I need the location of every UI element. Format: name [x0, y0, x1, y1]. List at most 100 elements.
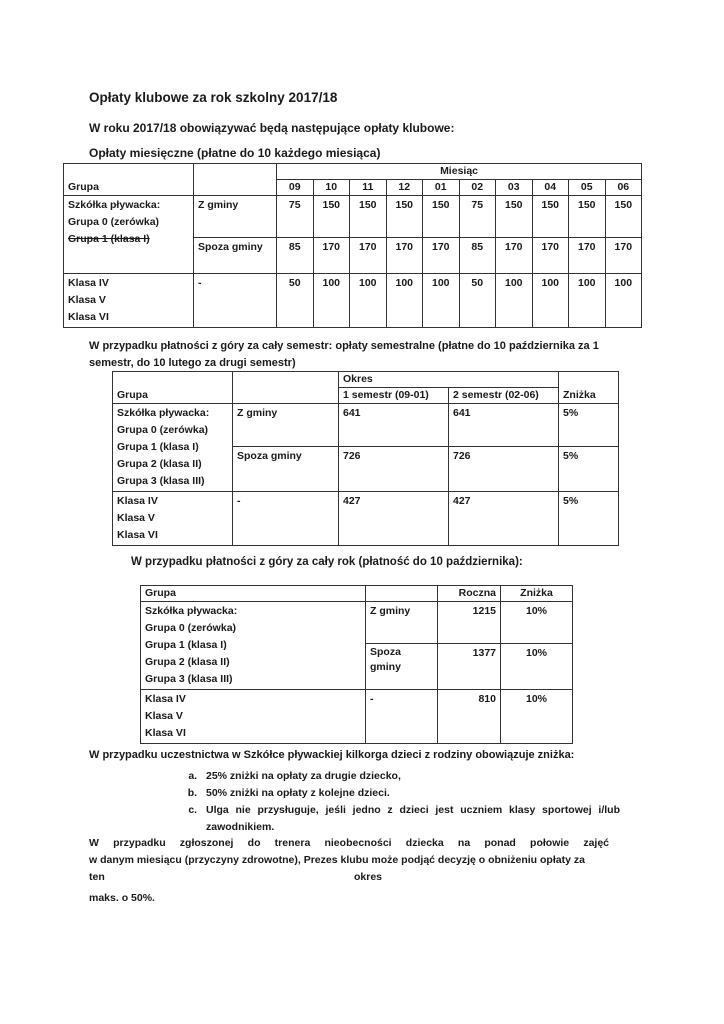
group-header: Grupa [63, 179, 194, 196]
empty-cell [365, 585, 438, 602]
value-cell: 427 [448, 491, 559, 546]
group-line: Grupa 0 (zerówka) [68, 216, 160, 228]
yearly-heading: W przypadku płatności z góry za cały rok… [131, 556, 523, 568]
value-cell: 170 [568, 237, 606, 274]
value-cell: 1215 [437, 601, 501, 644]
group-line: Klasa V [68, 294, 106, 306]
month-cell: 10 [312, 179, 350, 196]
period-header: Okres [338, 371, 559, 388]
annual-header: Roczna [437, 585, 501, 602]
group-line: Grupa 2 (klasa II) [145, 656, 230, 668]
value-cell: 150 [422, 195, 460, 238]
absence-line: w danym miesiącu (przyczyny zdrowotne), … [89, 854, 585, 866]
type-cell: - [232, 491, 339, 546]
value-cell: 100 [312, 273, 350, 328]
value-cell: 427 [338, 491, 449, 546]
group-line: Klasa VI [145, 727, 186, 739]
group-line: Klasa VI [68, 311, 109, 323]
absence-line: maks. o 50%. [89, 892, 155, 904]
page-title: Opłaty klubowe za rok szkolny 2017/18 [89, 90, 338, 105]
group-line: Grupa 1 (klasa I) [117, 441, 199, 453]
value-cell: 85 [458, 237, 496, 274]
discount-cell: 5% [558, 403, 619, 447]
discount-cell: 10% [500, 601, 573, 644]
group-line: Grupa 0 (zerówka) [145, 622, 237, 634]
absence-line: okres [354, 871, 383, 883]
absence-line: ten [89, 871, 105, 883]
semester-2-header: 2 semestr (02-06) [448, 387, 559, 404]
type-cell: - [365, 689, 438, 744]
empty-cell [193, 163, 277, 180]
discount-header: Zniżka [558, 371, 619, 404]
month-cell: 11 [349, 179, 387, 196]
discount-cell: 5% [558, 445, 619, 493]
group-line: Grupa 3 (klasa III) [145, 673, 233, 685]
semester-heading-line: W przypadku płatności z góry za cały sem… [89, 340, 599, 352]
group-cell: Klasa IV Klasa V Klasa VI [112, 491, 233, 546]
discount-cell: 5% [558, 491, 619, 546]
value-cell: 150 [385, 195, 423, 238]
table-row: Klasa IV Klasa V Klasa VI -50 100 100 100 100 50… [63, 273, 643, 328]
value-cell: 170 [495, 237, 533, 274]
value-cell: 150 [531, 195, 569, 238]
value-cell: 100 [385, 273, 423, 328]
value-cell: 170 [349, 237, 387, 274]
siblings-discount-list: 25% zniżki na opłaty za drugie dziecko, … [178, 768, 620, 836]
type-cell: Z gminy [365, 601, 438, 644]
group-line: Szkółka pływacka: [68, 199, 161, 211]
value-cell: 641 [448, 403, 559, 447]
group-cell: Klasa IV Klasa V Klasa VI [140, 689, 366, 744]
value-cell: 100 [604, 273, 643, 328]
value-cell: 100 [495, 273, 533, 328]
table-row: Spoza gminy 85 170 170 170 170 85 170 170 170 170 [64, 237, 643, 274]
value-cell: 1377 [437, 642, 501, 691]
group-header: Grupa [112, 371, 233, 404]
value-cell: 170 [531, 237, 569, 274]
siblings-heading: W przypadku uczestnictwa w Szkółce pływa… [89, 749, 575, 761]
type-cell: Z gminy [193, 195, 277, 238]
empty-cell [232, 371, 339, 404]
type-cell: Z gminy [232, 403, 339, 447]
value-cell: 100 [568, 273, 606, 328]
group-line: Grupa 2 (klasa II) [117, 458, 202, 470]
group-cell: Szkółka pływacka: Grupa 0 (zerówka) Grupa … [63, 195, 194, 274]
yearly-fees-table: Grupa Roczna Zniżka Szkółka pływacka: Grupa… [140, 585, 573, 744]
intro-text: W roku 2017/18 obowiązywać będą następuj… [89, 121, 455, 135]
discount-cell: 10% [500, 642, 573, 691]
month-cell: 06 [604, 179, 643, 196]
value-cell: 726 [448, 445, 559, 493]
list-item: Ulga nie przysługuje, jeśli jedno z dzie… [200, 802, 620, 836]
group-line: Klasa IV [145, 693, 186, 705]
empty-cell [193, 179, 277, 196]
value-cell: 100 [349, 273, 387, 328]
value-cell: 100 [422, 273, 460, 328]
value-cell: 170 [385, 237, 423, 274]
type-cell: - [193, 273, 277, 328]
group-cell: Szkółka pływacka: Grupa 0 (zerówka) Grupa … [140, 601, 366, 690]
value-cell: 170 [422, 237, 460, 274]
value-cell: 150 [568, 195, 606, 238]
monthly-heading: Opłaty miesięczne (płatne do 10 każdego … [89, 146, 381, 160]
absence-paragraph: W przypadku zgłoszonej do trenera nieobe… [89, 835, 641, 907]
month-cell: 01 [422, 179, 460, 196]
semester-1-header: 1 semestr (09-01) [338, 387, 449, 404]
group-line: Klasa V [145, 710, 183, 722]
value-cell: 50 [276, 273, 314, 328]
type-cell: Spoza gminy [232, 445, 339, 493]
month-cell: 02 [458, 179, 496, 196]
group-cell: Szkółka pływacka: Grupa 0 (zerówka) Grupa … [112, 403, 233, 492]
value-cell: 50 [458, 273, 496, 328]
month-cell: 12 [385, 179, 423, 196]
group-line: Grupa 1 (klasa I) [68, 233, 150, 245]
value-cell: 150 [604, 195, 643, 238]
list-item: 25% zniżki na opłaty za drugie dziecko, [200, 768, 620, 785]
semester-heading: W przypadku płatności z góry za cały sem… [89, 338, 599, 372]
group-line: Klasa V [117, 512, 155, 524]
absence-line: W przypadku zgłoszonej do trenera nieobe… [89, 837, 609, 849]
value-cell: 810 [437, 689, 501, 744]
group-header: Grupa [140, 585, 366, 602]
semester-heading-line: semestr, do 10 lutego za drugi semestr) [89, 357, 296, 369]
type-cell: Spoza gminy [193, 237, 277, 274]
value-cell: 75 [276, 195, 314, 238]
